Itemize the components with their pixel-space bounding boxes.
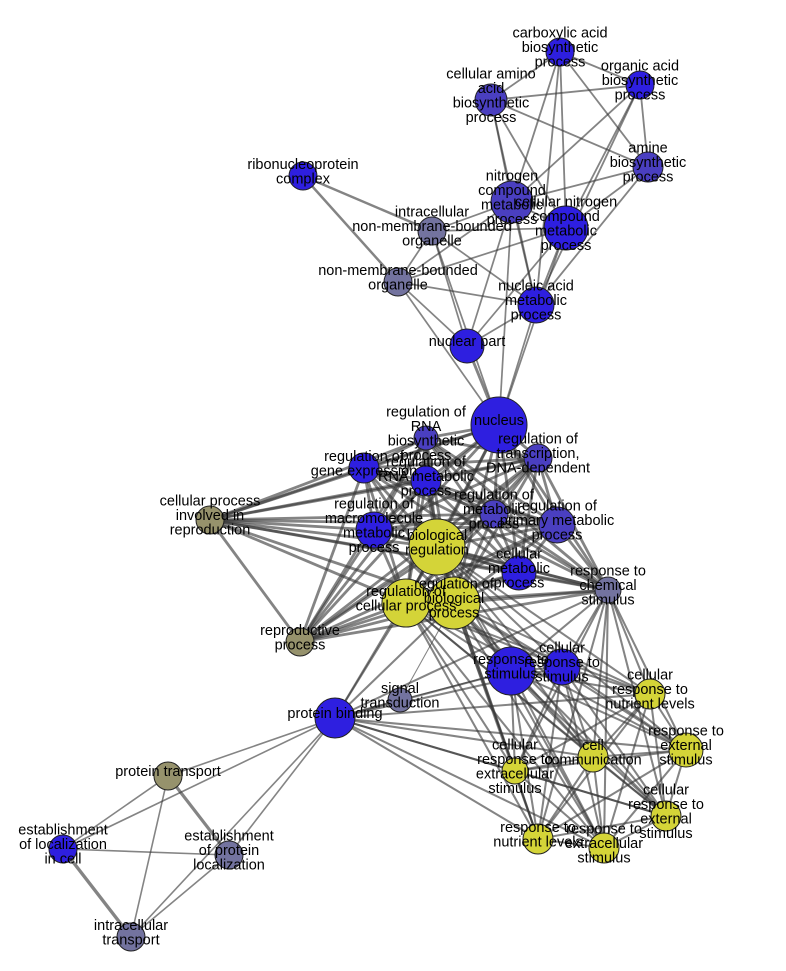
svg-text:nuclear part: nuclear part <box>429 334 506 350</box>
svg-text:nucleus: nucleus <box>474 413 524 429</box>
svg-text:protein transport: protein transport <box>115 764 221 780</box>
